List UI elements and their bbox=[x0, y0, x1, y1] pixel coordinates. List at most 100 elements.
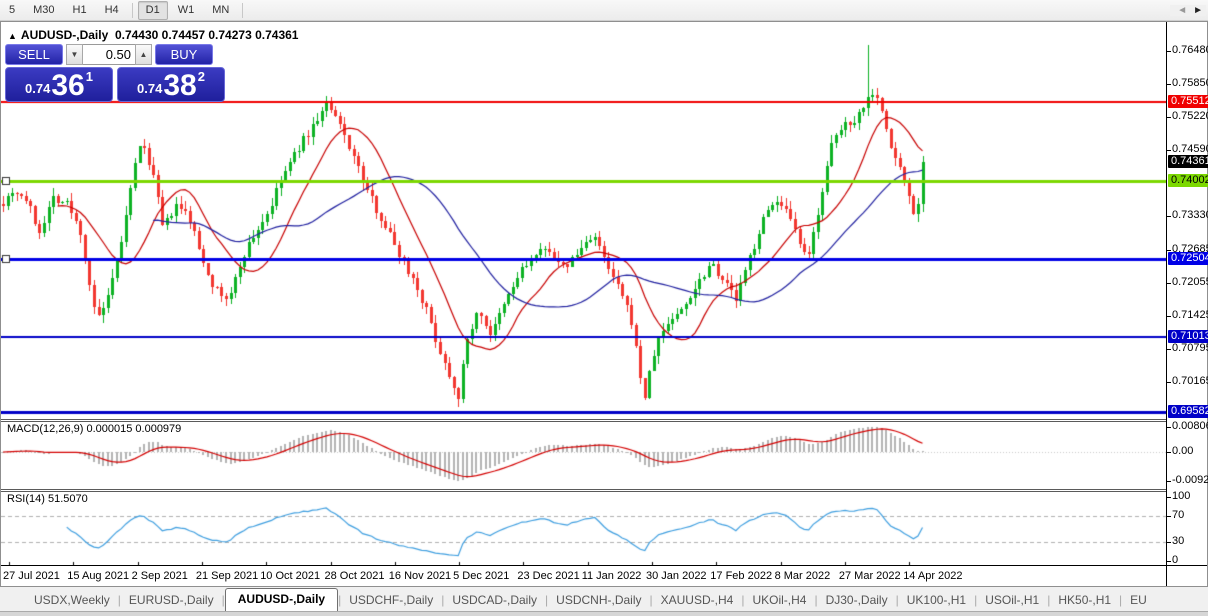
tab-scroll-arrows: ◄ ► bbox=[1170, 5, 1206, 16]
date-tick-label: 11 Jan 2022 bbox=[581, 570, 642, 582]
symbol-tab-bar: USDX,Weekly | EURUSD-,Daily | AUDUSD-,Daily |… bbox=[0, 587, 1208, 611]
price-axis-label: 0.70795 bbox=[1172, 342, 1208, 354]
price-axis-label: 0.75220 bbox=[1172, 110, 1208, 122]
timeframe-button-d1[interactable]: D1 bbox=[137, 0, 168, 20]
buy-button[interactable]: BUY bbox=[155, 44, 213, 65]
tab-eurusd-daily[interactable]: EURUSD-,Daily bbox=[128, 593, 214, 607]
date-tick-label: 27 Mar 2022 bbox=[838, 570, 901, 582]
chart-ohlc-title: ▲ AUDUSD-,Daily 0.74430 0.74457 0.74273 0… bbox=[8, 28, 298, 42]
volume-spinner: ▼ ▲ bbox=[66, 44, 152, 65]
collapse-arrow-icon[interactable]: ▲ bbox=[8, 31, 17, 41]
macd-indicator-label: MACD(12,26,9) 0.000015 0.000979 bbox=[7, 423, 182, 435]
tab-usdx-weekly[interactable]: USDX,Weekly bbox=[34, 593, 110, 607]
price-axis-label: 0.76480 bbox=[1172, 44, 1208, 56]
timeframe-button-5[interactable]: 5 bbox=[9, 3, 16, 16]
timeframe-button-h4[interactable]: H4 bbox=[104, 3, 119, 16]
date-tick-label: 21 Sep 2021 bbox=[195, 570, 259, 582]
date-tick-label: 10 Oct 2021 bbox=[260, 570, 321, 582]
timeframe-button-h1[interactable]: H1 bbox=[72, 3, 87, 16]
tab-usdcnh-daily[interactable]: USDCNH-,Daily bbox=[556, 593, 642, 607]
timeframe-button-w1[interactable]: W1 bbox=[177, 3, 195, 16]
tab-separator: | bbox=[895, 593, 899, 607]
volume-input[interactable] bbox=[83, 44, 135, 65]
line-price-label: 0.71013 bbox=[1168, 330, 1208, 343]
timeframe-toolbar: 5 M30 H1 H4 D1 W1 MN bbox=[0, 0, 1208, 21]
timeframe-button-mn[interactable]: MN bbox=[212, 3, 230, 16]
tab-usoil-h1[interactable]: USOil-,H1 bbox=[985, 593, 1040, 607]
price-axis-label: 0.70165 bbox=[1172, 375, 1208, 387]
chart-window: ▲ AUDUSD-,Daily 0.74430 0.74457 0.74273 0… bbox=[0, 21, 1208, 587]
tab-separator: | bbox=[117, 593, 121, 607]
price-axis-label: 0.72055 bbox=[1172, 276, 1208, 288]
tab-eu[interactable]: EU bbox=[1130, 593, 1147, 607]
price-axis-label: 0 bbox=[1172, 554, 1179, 566]
axis-tick-mark bbox=[1167, 452, 1171, 453]
tab-hk50-h1[interactable]: HK50-,H1 bbox=[1058, 593, 1112, 607]
tab-usdchf-daily[interactable]: USDCHF-,Daily bbox=[349, 593, 434, 607]
tab-separator: | bbox=[1119, 593, 1123, 607]
tab-separator: | bbox=[441, 593, 445, 607]
price-axis-label: 0.71425 bbox=[1172, 309, 1208, 321]
axis-tick-mark bbox=[1167, 516, 1171, 517]
tab-ukoil-h4[interactable]: UKOil-,H4 bbox=[752, 593, 807, 607]
axis-tick-mark bbox=[1167, 283, 1171, 284]
axis-tick-mark bbox=[1167, 250, 1171, 251]
date-tick-label: 30 Jan 2022 bbox=[646, 570, 707, 582]
tab-dj30-daily[interactable]: DJ30-,Daily bbox=[825, 593, 888, 607]
tab-separator: | bbox=[221, 593, 225, 607]
price-axis-label: 30 bbox=[1172, 535, 1185, 547]
tab-xauusd-h4[interactable]: XAUUSD-,H4 bbox=[660, 593, 734, 607]
toolbar-separator bbox=[242, 2, 244, 18]
axis-tick-mark bbox=[1167, 561, 1171, 562]
price-axis-label: 0.74590 bbox=[1172, 143, 1208, 155]
rsi-indicator-label: RSI(14) 51.5070 bbox=[7, 493, 88, 505]
line-price-label: 0.74002 bbox=[1168, 174, 1208, 187]
axis-tick-mark bbox=[1167, 497, 1171, 498]
date-axis-corner bbox=[1166, 565, 1207, 586]
axis-tick-mark bbox=[1167, 542, 1171, 543]
axis-tick-mark bbox=[1167, 481, 1171, 482]
axis-tick-mark bbox=[1167, 427, 1171, 428]
volume-increase-button[interactable]: ▲ bbox=[135, 44, 152, 65]
tab-audusd-daily[interactable]: AUDUSD-,Daily bbox=[224, 588, 339, 611]
tab-scroll-left-icon[interactable]: ◄ bbox=[1177, 5, 1188, 16]
price-axis-label: 0.008061 bbox=[1172, 420, 1208, 432]
tab-separator: | bbox=[814, 593, 818, 607]
axis-tick-mark bbox=[1167, 117, 1171, 118]
buy-price-big: 38 bbox=[163, 69, 197, 102]
timeframe-button-m30[interactable]: M30 bbox=[33, 3, 55, 16]
date-tick-label: 5 Dec 2021 bbox=[453, 570, 510, 582]
date-tick-label: 16 Nov 2021 bbox=[388, 570, 452, 582]
date-axis-separator bbox=[1, 565, 1207, 566]
tab-scroll-right-icon[interactable]: ► bbox=[1193, 5, 1203, 16]
tab-separator: | bbox=[741, 593, 745, 607]
price-axis-label: 0.75850 bbox=[1172, 77, 1208, 89]
axis-tick-mark bbox=[1167, 216, 1171, 217]
pane-separator-rsi[interactable] bbox=[1, 489, 1207, 492]
line-price-label: 0.72504 bbox=[1168, 252, 1208, 265]
price-axis-label: -0.009286 bbox=[1172, 474, 1208, 486]
date-tick-label: 17 Feb 2022 bbox=[710, 570, 773, 582]
one-click-trading-widget: SELL ▼ ▲ BUY 0.74 36 1 0.74 38 2 bbox=[5, 44, 227, 102]
pane-separator-macd[interactable] bbox=[1, 419, 1207, 422]
axis-tick-mark bbox=[1167, 316, 1171, 317]
axis-tick-mark bbox=[1167, 382, 1171, 383]
sell-price-big: 36 bbox=[51, 69, 85, 102]
sell-button[interactable]: SELL bbox=[5, 44, 63, 65]
date-tick-label: 15 Aug 2021 bbox=[67, 570, 130, 582]
line-price-label: 0.75512 bbox=[1168, 95, 1208, 108]
price-axis-label: 0.73330 bbox=[1172, 209, 1208, 221]
tab-uk100-h1[interactable]: UK100-,H1 bbox=[906, 593, 967, 607]
price-axis: 0.76480 0.75850 0.75220 0.74590 0.73330 0.726… bbox=[1166, 22, 1208, 566]
date-tick-label: 23 Dec 2021 bbox=[517, 570, 580, 582]
volume-decrease-button[interactable]: ▼ bbox=[66, 44, 83, 65]
ohlc-values: 0.74430 0.74457 0.74273 0.74361 bbox=[114, 28, 299, 42]
sell-price-small: 0.74 bbox=[25, 81, 51, 96]
buy-price-panel[interactable]: 0.74 38 2 bbox=[117, 67, 225, 102]
toolbar-separator bbox=[131, 2, 133, 18]
chart-symbol-label: AUDUSD-,Daily bbox=[20, 28, 109, 42]
price-chart-canvas[interactable] bbox=[1, 22, 1166, 565]
sell-price-panel[interactable]: 0.74 36 1 bbox=[5, 67, 113, 102]
tab-usdcad-daily[interactable]: USDCAD-,Daily bbox=[452, 593, 538, 607]
